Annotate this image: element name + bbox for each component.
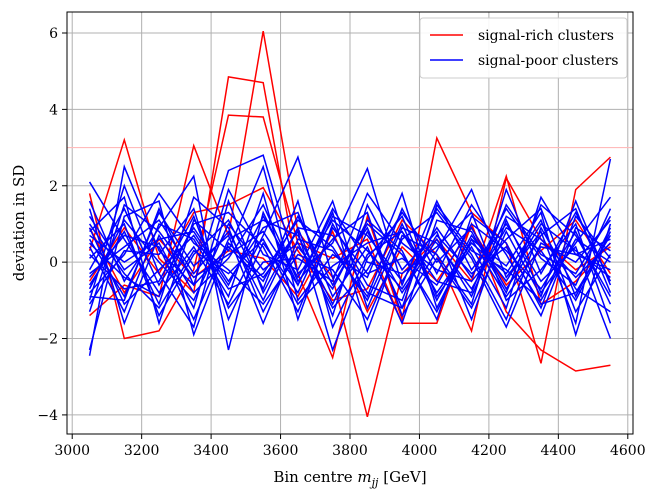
x-tick-label: 4000 — [402, 443, 438, 459]
legend-label-signal-rich: signal-rich clusters — [478, 28, 614, 44]
legend-label-signal-poor: signal-poor clusters — [478, 53, 618, 69]
x-tick-label: 3400 — [193, 443, 229, 459]
legend: signal-rich clusters signal-poor cluster… — [419, 17, 628, 79]
series-line-signal-poor — [88, 183, 612, 329]
series-line-signal-poor — [88, 215, 611, 322]
y-tick-label: −2 — [37, 332, 58, 348]
x-tick-label: 3800 — [332, 443, 368, 459]
series-line-signal-poor — [88, 198, 612, 326]
x-tick-label: 3200 — [124, 443, 160, 459]
series-line-signal-poor — [89, 191, 612, 310]
series-line-signal-poor — [89, 214, 612, 306]
x-tick-label: 4400 — [541, 443, 577, 459]
x-tick-label: 4200 — [471, 443, 507, 459]
x-axis-label: Bin centre mjj [GeV] — [273, 468, 426, 489]
series-line-signal-poor — [88, 219, 611, 306]
x-tick-label: 3000 — [54, 443, 90, 459]
y-tick-label: −4 — [37, 408, 58, 424]
x-tick-label: 4600 — [610, 443, 646, 459]
series-line-signal-poor — [89, 198, 612, 330]
y-tick-label: 0 — [49, 255, 58, 271]
x-axis-label-subscript: jj — [369, 476, 379, 489]
legend-box — [419, 17, 628, 79]
axis-ticks: 3000 3200 3400 3600 3800 4000 4200 4400 4600 −4 −2… — [37, 26, 645, 459]
series-line-signal-poor — [88, 203, 612, 326]
x-axis-label-variable: m — [357, 468, 371, 486]
y-axis-label: deviation in SD — [10, 165, 28, 282]
series-line-signal-poor — [89, 206, 611, 314]
y-tick-label: 6 — [49, 26, 58, 42]
series-line-signal-poor — [89, 211, 612, 314]
x-axis-label-prefix: Bin centre — [273, 468, 357, 486]
x-tick-label: 3600 — [263, 443, 299, 459]
series-line-signal-poor — [88, 207, 612, 310]
grid-lines — [67, 12, 633, 434]
series-layer — [88, 30, 612, 417]
y-tick-label: 4 — [49, 102, 58, 118]
y-tick-label: 2 — [49, 179, 58, 195]
x-axis-label-suffix: [GeV] — [378, 468, 426, 486]
